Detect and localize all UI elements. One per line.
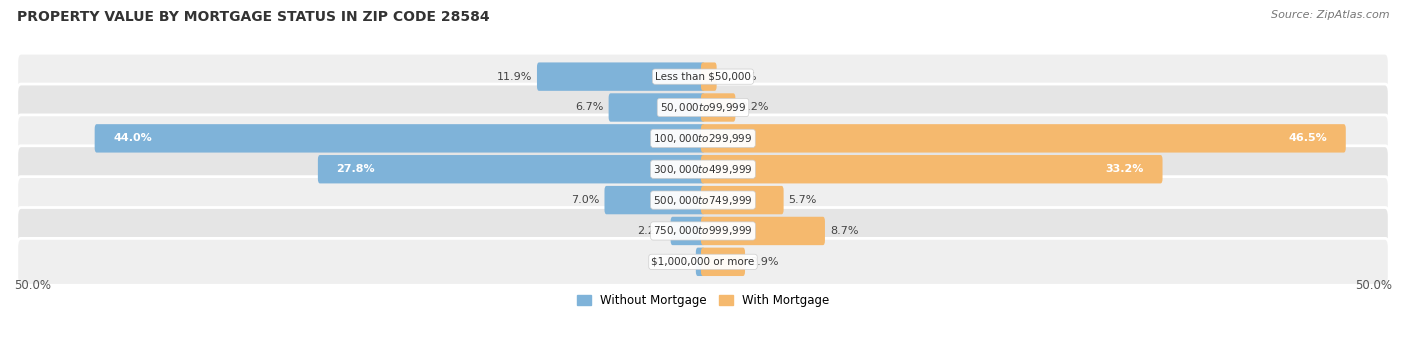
Text: 6.7%: 6.7% [575,102,603,113]
Text: 46.5%: 46.5% [1288,133,1327,143]
Text: $750,000 to $999,999: $750,000 to $999,999 [654,224,752,237]
FancyBboxPatch shape [609,93,704,122]
FancyBboxPatch shape [17,146,1389,193]
FancyBboxPatch shape [17,177,1389,224]
FancyBboxPatch shape [17,238,1389,285]
FancyBboxPatch shape [702,248,745,276]
Text: 44.0%: 44.0% [114,133,152,143]
FancyBboxPatch shape [696,248,704,276]
Text: Source: ZipAtlas.com: Source: ZipAtlas.com [1271,10,1389,20]
Text: 5.7%: 5.7% [789,195,817,205]
Text: 2.2%: 2.2% [740,102,769,113]
Text: 50.0%: 50.0% [14,279,51,292]
Text: $300,000 to $499,999: $300,000 to $499,999 [654,163,752,176]
FancyBboxPatch shape [537,63,704,91]
FancyBboxPatch shape [17,53,1389,100]
FancyBboxPatch shape [318,155,704,183]
FancyBboxPatch shape [702,93,735,122]
Text: 50.0%: 50.0% [1355,279,1392,292]
Text: 8.7%: 8.7% [830,226,858,236]
Text: $50,000 to $99,999: $50,000 to $99,999 [659,101,747,114]
FancyBboxPatch shape [17,115,1389,162]
Text: 2.2%: 2.2% [637,226,666,236]
FancyBboxPatch shape [702,63,717,91]
Text: 7.0%: 7.0% [571,195,599,205]
FancyBboxPatch shape [17,207,1389,254]
Text: 0.84%: 0.84% [721,72,756,82]
FancyBboxPatch shape [702,155,1163,183]
Legend: Without Mortgage, With Mortgage: Without Mortgage, With Mortgage [572,290,834,312]
FancyBboxPatch shape [702,217,825,245]
Text: PROPERTY VALUE BY MORTGAGE STATUS IN ZIP CODE 28584: PROPERTY VALUE BY MORTGAGE STATUS IN ZIP… [17,10,489,24]
Text: 33.2%: 33.2% [1105,164,1144,174]
FancyBboxPatch shape [702,186,783,214]
Text: $500,000 to $749,999: $500,000 to $749,999 [654,193,752,207]
FancyBboxPatch shape [94,124,704,153]
Text: Less than $50,000: Less than $50,000 [655,72,751,82]
Text: 0.37%: 0.37% [655,257,690,267]
FancyBboxPatch shape [17,84,1389,131]
FancyBboxPatch shape [702,124,1346,153]
Text: 11.9%: 11.9% [496,72,531,82]
Text: $1,000,000 or more: $1,000,000 or more [651,257,755,267]
FancyBboxPatch shape [605,186,704,214]
Text: 2.9%: 2.9% [749,257,779,267]
Text: $100,000 to $299,999: $100,000 to $299,999 [654,132,752,145]
FancyBboxPatch shape [671,217,704,245]
Text: 27.8%: 27.8% [336,164,375,174]
